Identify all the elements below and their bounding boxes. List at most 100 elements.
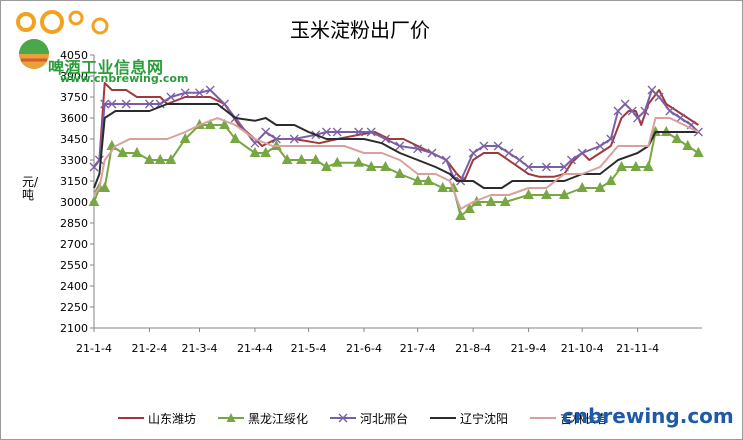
marker-stroke [89, 162, 99, 172]
marker-stroke [366, 127, 376, 137]
data-point [94, 155, 104, 165]
y-tick-label: 2250 [60, 301, 88, 314]
data-point [437, 181, 449, 192]
data-point [366, 127, 376, 137]
x-tick-label: 21-4-4 [237, 342, 273, 355]
data-point [485, 195, 497, 206]
x-tick-label: 21-2-4 [131, 342, 167, 355]
marker-stroke [566, 155, 576, 165]
data-point [331, 156, 343, 167]
data-point [654, 92, 664, 102]
marker-stroke [289, 134, 299, 144]
data-point [100, 99, 110, 109]
data-point [99, 181, 111, 192]
marker-stroke [332, 127, 342, 137]
data-point [166, 92, 176, 102]
x-tick-label: 21-3-4 [182, 342, 218, 355]
data-point [427, 148, 437, 158]
marker-stroke [595, 141, 605, 151]
y-tick-label: 2100 [60, 322, 88, 335]
data-point [413, 144, 423, 154]
data-point [676, 113, 686, 123]
y-tick-label: 3150 [60, 175, 88, 188]
data-point [464, 202, 475, 213]
data-point [249, 146, 261, 157]
marker-stroke [676, 113, 686, 123]
series-line [93, 103, 699, 189]
data-point [261, 127, 271, 137]
data-point [289, 134, 299, 144]
data-point [504, 148, 514, 158]
marker-stroke [195, 88, 204, 98]
data-point [682, 139, 694, 150]
brand-logo [16, 10, 109, 69]
data-point [523, 188, 534, 199]
y-tick-label: 2850 [60, 217, 88, 230]
data-point [107, 99, 117, 109]
data-point [381, 134, 390, 144]
data-point [541, 162, 551, 172]
data-point [121, 99, 131, 109]
data-point [354, 127, 364, 137]
data-point [204, 118, 216, 129]
marker-stroke [381, 134, 390, 144]
marker-stroke [541, 162, 551, 172]
data-point [365, 160, 377, 171]
x-tick-label: 21-7-4 [400, 342, 436, 355]
data-point [165, 153, 177, 164]
marker-stroke [647, 85, 657, 95]
x-tick-label: 21-6-4 [346, 342, 382, 355]
data-point [260, 146, 272, 157]
data-point [595, 141, 605, 151]
series-5 [93, 117, 699, 210]
data-point [332, 127, 342, 137]
marker-stroke [640, 106, 650, 116]
marker-stroke [354, 127, 364, 137]
data-point [89, 162, 99, 172]
data-point [271, 134, 281, 144]
x-tick-label: 21-11-4 [616, 342, 659, 355]
x-tick-label: 21-9-4 [511, 342, 547, 355]
marker-stroke [633, 113, 643, 123]
marker-stroke [441, 155, 451, 165]
series-4 [93, 103, 699, 189]
x-tick-label: 21-8-4 [455, 342, 491, 355]
data-point [665, 106, 675, 116]
marker-stroke [427, 148, 437, 158]
data-point [310, 153, 322, 164]
data-point [353, 156, 364, 167]
legend-item: 黑龙江绥化 [218, 410, 308, 427]
data-point [671, 132, 683, 143]
data-point [606, 134, 616, 144]
data-point [205, 85, 215, 95]
data-point [154, 153, 166, 164]
data-point [117, 146, 128, 157]
data-point [627, 106, 637, 116]
y-tick-label: 2700 [60, 238, 88, 251]
chart-title: 玉米淀粉出厂价 [290, 18, 430, 42]
data-point [395, 141, 405, 151]
legend-label: 黑龙江绥化 [248, 411, 309, 426]
marker-stroke [322, 127, 331, 137]
data-point [613, 106, 623, 116]
data-point [630, 160, 642, 171]
data-point [479, 141, 489, 151]
data-point [412, 174, 424, 185]
series-3 [89, 85, 703, 186]
data-point [88, 195, 100, 206]
data-point [455, 209, 466, 220]
marker-stroke [479, 141, 489, 151]
marker-stroke [606, 134, 616, 144]
y-tick-label: 4050 [60, 49, 88, 62]
data-point [423, 174, 434, 185]
watermark-bottom-url: cnbrewing.com [562, 404, 734, 428]
y-tick-label: 2400 [60, 280, 88, 293]
data-point [380, 160, 391, 171]
marker-stroke [155, 99, 165, 109]
x-tick-label: 21-10-4 [561, 342, 604, 355]
marker-stroke [627, 106, 637, 116]
data-point [693, 146, 704, 157]
data-point [180, 88, 190, 98]
x-tick-label: 21-5-4 [291, 342, 327, 355]
